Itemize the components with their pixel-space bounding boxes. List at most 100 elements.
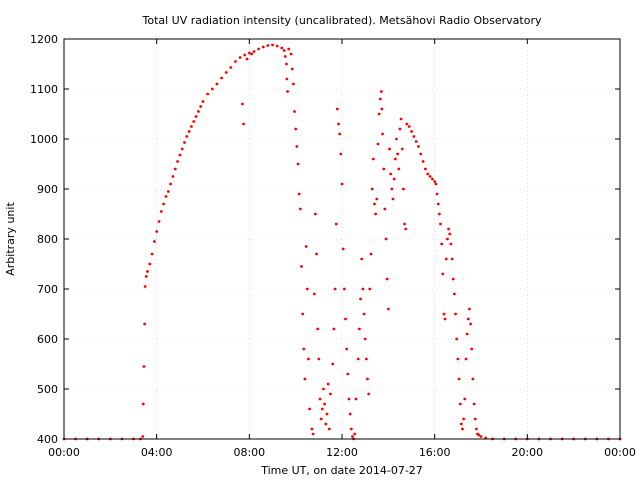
data-point: [366, 377, 369, 381]
data-point: [220, 76, 223, 80]
data-point: [348, 412, 352, 416]
y-axis-ticks: 400 500 600 700 800 900 1000 1100 1200: [30, 33, 620, 446]
data-point: [150, 252, 154, 256]
data-point: [346, 372, 350, 376]
grid-lines: [64, 39, 620, 439]
data-point: [371, 157, 375, 161]
data-point: [313, 212, 317, 216]
x-axis-ticks: 00:00 04:00 08:00 12:00 16:00 20:00 00:00: [48, 39, 636, 459]
data-point: [430, 177, 434, 181]
x-axis-label: Time UT, on date 2014-07-27: [260, 464, 423, 477]
data-point: [152, 240, 156, 243]
data-point: [301, 312, 305, 316]
data-point: [469, 322, 472, 326]
data-point: [285, 62, 288, 66]
data-point: [342, 287, 346, 291]
y-tick-label: 1200: [30, 33, 58, 46]
data-point: [169, 182, 172, 186]
data-point: [471, 377, 475, 381]
data-point: [146, 270, 149, 273]
data-point: [322, 387, 325, 391]
data-point: [395, 137, 398, 141]
data-point: [196, 110, 200, 113]
data-point: [250, 52, 254, 56]
data-point: [333, 287, 337, 291]
data-point: [378, 97, 382, 101]
data-point: [291, 82, 295, 86]
data-point: [404, 227, 408, 231]
data-point: [164, 195, 168, 198]
data-point: [327, 427, 331, 431]
data-point: [326, 382, 330, 386]
data-point: [435, 192, 439, 196]
data-point: [417, 145, 420, 148]
data-point: [315, 252, 318, 256]
data-point: [280, 46, 284, 50]
data-point: [472, 402, 476, 406]
data-point: [171, 175, 175, 178]
data-point: [312, 292, 316, 296]
data-point: [376, 142, 380, 146]
data-point: [178, 153, 182, 157]
data-point: [142, 365, 146, 368]
data-point: [412, 135, 416, 138]
x-tick-label: 00:00: [604, 446, 636, 459]
data-point: [298, 207, 302, 211]
data-point: [194, 115, 198, 118]
data-point: [479, 435, 483, 438]
data-point: [275, 44, 279, 48]
data-point: [141, 402, 145, 406]
data-point: [345, 347, 349, 351]
data-point: [374, 212, 377, 216]
data-point: [477, 433, 481, 437]
data-point: [141, 435, 145, 438]
data-point: [344, 317, 347, 321]
data-point: [440, 242, 444, 246]
data-point: [367, 392, 371, 396]
data-point: [461, 427, 464, 431]
data-point: [473, 417, 477, 421]
data-point: [351, 435, 354, 438]
data-point: [377, 112, 381, 116]
data-point: [238, 56, 242, 59]
data-point: [361, 287, 365, 291]
data-point: [359, 297, 362, 301]
y-tick-label: 1000: [30, 133, 58, 146]
data-point: [190, 125, 193, 128]
x-tick-label: 12:00: [326, 446, 358, 459]
data-point: [443, 317, 447, 321]
data-point: [373, 202, 376, 206]
data-point: [364, 357, 368, 361]
data-point: [441, 272, 445, 276]
data-point: [332, 327, 336, 331]
data-point: [176, 160, 179, 163]
data-point: [442, 312, 446, 316]
data-point: [400, 147, 404, 151]
data-point: [293, 110, 296, 113]
data-point: [303, 377, 307, 381]
data-point: [308, 407, 311, 411]
data-point: [401, 187, 405, 191]
data-point: [215, 82, 219, 86]
data-point: [455, 337, 459, 341]
data-point: [434, 182, 438, 186]
data-point: [398, 127, 402, 131]
data-point: [155, 230, 159, 233]
data-point: [324, 422, 328, 426]
data-point: [243, 53, 247, 57]
data-point: [456, 357, 460, 361]
data-point: [386, 307, 390, 311]
data-point: [452, 292, 456, 296]
data-point: [383, 207, 387, 211]
data-point: [414, 140, 418, 143]
data-point: [338, 132, 342, 136]
data-point: [399, 117, 403, 121]
data-point: [302, 347, 306, 351]
data-point: [428, 175, 432, 178]
data-point: [349, 427, 353, 431]
data-point: [316, 327, 320, 331]
x-tick-label: 04:00: [141, 446, 173, 459]
data-point: [388, 147, 391, 151]
y-tick-label: 800: [37, 233, 58, 246]
data-point: [464, 357, 468, 361]
